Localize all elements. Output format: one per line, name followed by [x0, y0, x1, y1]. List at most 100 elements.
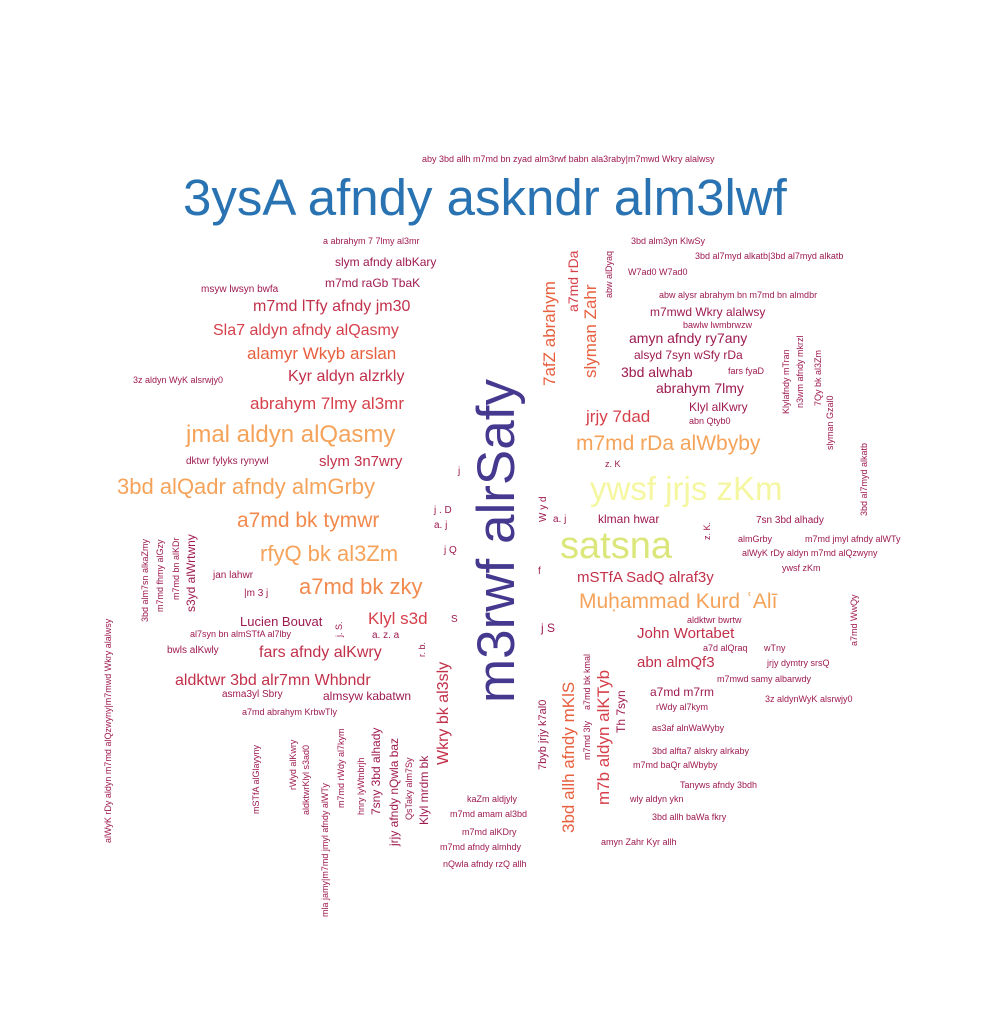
word-cloud-term: m7md bn alKDr — [171, 537, 181, 600]
word-cloud-term: a7md m7rm — [650, 685, 715, 699]
word-cloud-term: klman hwar — [598, 512, 660, 526]
word-cloud-term: m7md alKDry — [462, 827, 517, 837]
word-cloud-term: slyman Gzal0 — [825, 395, 835, 450]
word-cloud-term: abrahym 7lmy al3mr — [250, 394, 404, 413]
word-cloud-term: 3bd alfta7 alskry alrkaby — [652, 746, 750, 756]
word-cloud-term: Th 7syn — [614, 690, 628, 733]
word-cloud-term: nQwla afndy rzQ allh — [443, 859, 527, 869]
word-cloud-term: 7byb jrjy k7al0 — [537, 699, 549, 770]
word-cloud-term: John Wortabet — [637, 625, 735, 642]
word-cloud-term: Muḥammad Kurd ʿAlī — [579, 590, 778, 613]
word-cloud-term: rfyQ bk al3Zm — [260, 541, 399, 566]
word-cloud-term: S — [451, 614, 458, 625]
word-cloud-term: 3z aldynWyK alsrwjy0 — [765, 694, 853, 704]
word-cloud-term: slym afndy albKary — [335, 255, 437, 269]
word-cloud-term: Sla7 aldyn afndy alQasmy — [213, 322, 399, 339]
word-cloud-term: bawlw lwmbrwzw — [683, 320, 753, 330]
word-cloud-term: a. j — [553, 514, 567, 525]
word-cloud-term: m7md jmyl afndy alWTy — [805, 534, 901, 544]
word-cloud-term: Tanyws afndy 3bdh — [680, 780, 758, 790]
word-cloud-term: amyn afndy ry7any — [629, 330, 748, 346]
word-cloud-term: dktwr fylyks rynywl — [186, 456, 269, 467]
word-cloud-term: almGrby — [738, 534, 773, 544]
word-cloud-term: rWdy al7kym — [656, 702, 709, 712]
word-cloud-term: QsTaky alm7Sy — [404, 757, 414, 820]
word-cloud-term: slym 3n7wry — [319, 453, 403, 470]
word-cloud-term: 3bd allh afndy mKlS — [559, 681, 578, 833]
word-cloud-term: abn Qtyb0 — [689, 416, 731, 426]
word-cloud-term: Klyl alKwry — [689, 400, 748, 414]
word-cloud-term: Klyl s3d — [368, 609, 428, 628]
word-cloud-term: jan lahwr — [213, 570, 254, 581]
word-cloud-term: fars afndy alKwry — [259, 644, 382, 661]
word-cloud-term: wly aldyn ykn — [630, 794, 684, 804]
word-cloud-term: m7md baQr alWbyby — [633, 760, 718, 770]
word-cloud-term: Wkry bk al3sly — [435, 661, 452, 765]
word-cloud-term: mla jamy|m7md jmyl afndy alWTy — [320, 783, 330, 917]
word-cloud-term: 3bd allh baWa fkry — [652, 812, 727, 822]
word-cloud-term: fars fyaD — [728, 366, 765, 376]
word-cloud-term: m7mwd Wkry alalwsy — [650, 305, 766, 319]
word-cloud-term: abw alDyaq — [604, 250, 614, 298]
word-cloud-term: a7md abrahym KrbwTly — [242, 707, 338, 717]
word-cloud-term: |m 3 j — [244, 588, 269, 599]
word-cloud-term: a7md bk zky — [299, 574, 423, 599]
word-cloud-term: aby 3bd allh m7md bn zyad alm3rwf babn a… — [422, 154, 715, 164]
word-cloud-term: 3bd alm7sn alkaZmy — [140, 538, 150, 622]
word-cloud-term: ywsf zKm — [782, 563, 821, 573]
word-cloud-term: 3bd al7myd alkatb|3bd al7myd alkatb — [695, 251, 844, 261]
word-cloud-term: jrjy 7dad — [586, 407, 651, 426]
word-cloud-term: aldktwr 3bd alr7mn Whbndr — [175, 672, 371, 689]
word-cloud-term: m7mwd samy albarwdy — [717, 674, 812, 684]
word-cloud-term: a7md bk tymwr — [237, 509, 380, 532]
word-cloud-term: al7syn bn almSTfA al7lby — [190, 629, 292, 639]
word-cloud-term: 7Qy bk al3Zm — [813, 349, 823, 406]
word-cloud-term: j — [458, 466, 461, 477]
word-cloud-term: m3rwf alrSafy — [467, 379, 526, 703]
word-cloud-term: mSTfA SadQ alraf3y — [577, 569, 714, 586]
word-cloud-term: W7ad0 W7ad0 — [628, 267, 688, 277]
word-cloud-term: abw alysr abrahym bn m7md bn almdbr — [659, 290, 818, 300]
word-cloud-term: aldktwrKlyl s3ad0 — [301, 744, 311, 815]
word-cloud-term: j. S. — [334, 621, 344, 637]
word-cloud-term: amyn Zahr Kyr allh — [601, 837, 677, 847]
word-cloud-term: m7md fhmy alGzy — [155, 539, 165, 612]
word-cloud-term: asma3yl Sbry — [222, 689, 283, 700]
word-cloud-term: z. K — [605, 459, 621, 469]
word-cloud-term: mSTfA alGlayyny — [251, 744, 261, 814]
word-cloud-term: alWyK rDy aldyn m7md alQzwyny|m7mwd Wkry… — [103, 618, 113, 843]
word-cloud-term: Klylafndy mTran — [781, 349, 791, 414]
word-cloud-term: Lucien Bouvat — [240, 614, 323, 629]
word-cloud-term: W y d — [538, 496, 549, 522]
word-cloud-term: j S — [541, 621, 556, 635]
word-cloud-term: a7md rDa — [565, 250, 581, 312]
word-cloud-term: wTny — [764, 643, 786, 653]
word-cloud-term: j Q — [444, 545, 457, 556]
word-cloud-term: Kyr aldyn alzrkly — [288, 368, 405, 385]
word-cloud-term: satsna — [560, 525, 672, 567]
word-cloud-term: m7b aldyn alKTyb — [594, 669, 613, 805]
word-cloud-term: kaZm aldjyly — [467, 794, 518, 804]
word-cloud-term: r. b. — [417, 641, 427, 657]
word-cloud-term: m7md lTfy afndy jm30 — [253, 298, 411, 315]
word-cloud-term: a. j — [434, 520, 448, 531]
word-cloud-term: 7sny 3bd alhady — [369, 727, 383, 815]
word-cloud-term: alsyd 7syn wSfy rDa — [634, 348, 743, 362]
word-cloud-term: 3bd alwhab — [621, 364, 693, 380]
word-cloud-term: 7afZ abrahym — [540, 281, 559, 386]
word-cloud-term: 3ysA afndy askndr alm3lwf — [183, 169, 787, 226]
word-cloud-term: 3bd al7myd alkatb — [859, 442, 869, 516]
word-cloud-term: a7md bk kmal — [582, 653, 592, 710]
word-cloud-term: z. K. — [702, 521, 712, 540]
word-cloud-term: m7md afndy almhdy — [440, 842, 522, 852]
word-cloud-term: s3yd alWrtwny — [184, 534, 198, 612]
word-cloud-term: m7md amam al3bd — [450, 809, 528, 819]
word-cloud-term: a. z. a — [372, 630, 400, 641]
word-cloud-term: a7md WwQy — [849, 594, 859, 646]
word-cloud-term: ywsf jrjs zKm — [590, 470, 783, 507]
word-cloud-term: a7d alQraq — [703, 643, 748, 653]
word-cloud-term: jmal aldyn alQasmy — [186, 421, 396, 448]
word-cloud-term: n3wm afndy mkrzl — [795, 335, 805, 408]
word-cloud-term: rWyd alKwry — [288, 739, 298, 790]
